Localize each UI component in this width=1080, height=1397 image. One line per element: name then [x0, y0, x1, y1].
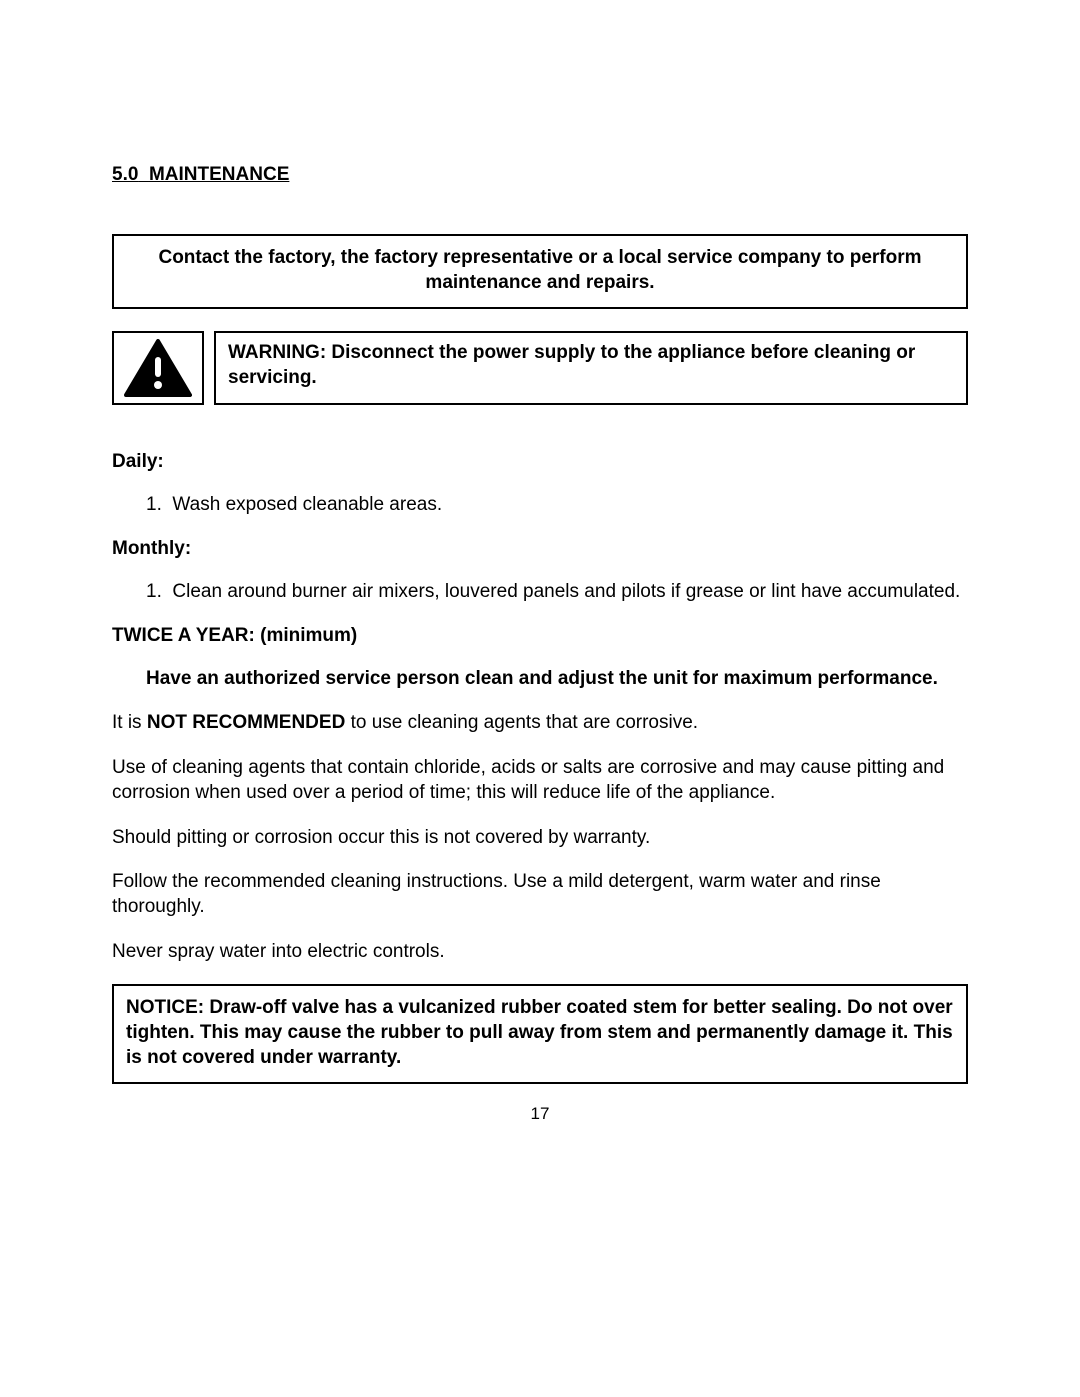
- text-span: to use cleaning agents that are corrosiv…: [345, 712, 698, 733]
- daily-item-1: 1. Wash exposed cleanable areas.: [112, 493, 968, 518]
- para-cleaning: Follow the recommended cleaning instruct…: [112, 870, 968, 919]
- list-number: 1.: [146, 494, 162, 515]
- warning-text: WARNING: Disconnect the power supply to …: [214, 331, 968, 405]
- twice-heading: TWICE A YEAR: (minimum): [112, 625, 968, 647]
- text-span-bold: NOT RECOMMENDED: [147, 712, 345, 733]
- para-pitting: Should pitting or corrosion occur this i…: [112, 826, 968, 851]
- text-span: It is: [112, 712, 147, 733]
- warning-row: WARNING: Disconnect the power supply to …: [112, 331, 968, 405]
- section-heading: 5.0 MAINTENANCE: [112, 164, 968, 186]
- page-content: 5.0 MAINTENANCE Contact the factory, the…: [112, 164, 968, 1084]
- para-not-recommended: It is NOT RECOMMENDED to use cleaning ag…: [112, 711, 968, 736]
- warning-icon-box: [112, 331, 204, 405]
- list-text: Clean around burner air mixers, louvered…: [172, 581, 960, 602]
- para-spray: Never spray water into electric controls…: [112, 940, 968, 965]
- notice-box: NOTICE: Draw-off valve has a vulcanized …: [112, 984, 968, 1084]
- contact-box: Contact the factory, the factory represe…: [112, 234, 968, 309]
- section-title: MAINTENANCE: [149, 164, 289, 185]
- monthly-heading: Monthly:: [112, 538, 968, 560]
- section-number: 5.0: [112, 164, 138, 185]
- para-chloride: Use of cleaning agents that contain chlo…: [112, 756, 968, 805]
- list-text: Wash exposed cleanable areas.: [172, 494, 442, 515]
- page-number: 17: [0, 1104, 1080, 1124]
- list-number: 1.: [146, 581, 162, 602]
- twice-text: Have an authorized service person clean …: [112, 667, 968, 692]
- warning-icon: [124, 339, 192, 397]
- monthly-item-1: 1. Clean around burner air mixers, louve…: [112, 580, 968, 605]
- daily-heading: Daily:: [112, 451, 968, 473]
